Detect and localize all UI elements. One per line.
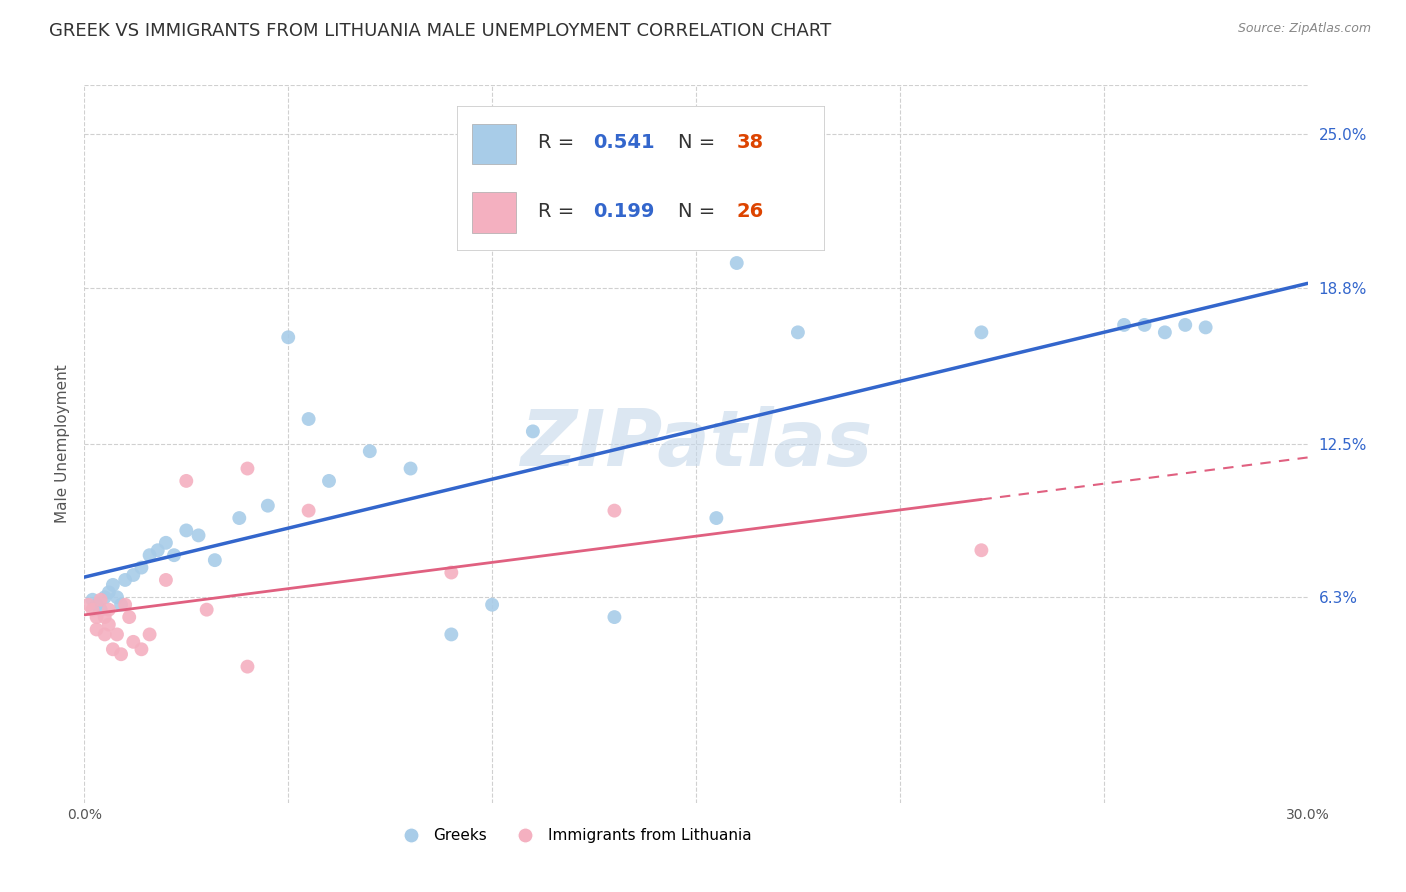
Point (440, 566, 463, 580)
Point (970, 543, 993, 558)
Legend: Greeks, Immigrants from Lithuania: Greeks, Immigrants from Lithuania (389, 822, 758, 849)
Text: Source: ZipAtlas.com: Source: ZipAtlas.com (1237, 22, 1371, 36)
Point (86, 610, 108, 624)
Point (77, 598, 100, 612)
Point (174, 524, 197, 538)
Point (101, 578, 124, 592)
Point (90, 592, 112, 607)
Point (138, 627, 160, 641)
Point (93, 627, 115, 641)
Point (318, 474, 340, 488)
Point (163, 548, 186, 562)
Point (97, 585, 120, 599)
Point (481, 598, 503, 612)
Point (155, 573, 177, 587)
Point (82, 602, 104, 616)
Point (1174, 318, 1197, 332)
Point (1133, 318, 1156, 332)
Point (1114, 318, 1136, 332)
Point (440, 627, 463, 641)
Point (603, 503, 626, 517)
Point (204, 553, 226, 567)
Point (118, 610, 141, 624)
Point (101, 642, 124, 657)
Point (195, 602, 218, 616)
Point (110, 598, 132, 612)
Point (110, 647, 132, 661)
Point (86, 598, 108, 612)
Point (105, 627, 128, 641)
Point (105, 591, 128, 605)
Point (93, 591, 115, 605)
Point (174, 474, 197, 488)
Point (236, 461, 259, 475)
Point (90, 602, 112, 616)
Point (522, 425, 544, 439)
Point (122, 635, 145, 649)
Point (787, 326, 810, 340)
Point (298, 503, 321, 517)
Point (187, 528, 209, 542)
Point (1154, 326, 1177, 340)
Point (82, 592, 104, 607)
Point (725, 256, 748, 270)
Point (131, 560, 153, 574)
Point (603, 610, 626, 624)
Point (97, 602, 120, 616)
Point (114, 598, 136, 612)
Point (228, 511, 250, 525)
Point (298, 412, 321, 426)
Point (122, 568, 145, 582)
Point (359, 444, 381, 458)
Point (138, 548, 160, 562)
Text: GREEK VS IMMIGRANTS FROM LITHUANIA MALE UNEMPLOYMENT CORRELATION CHART: GREEK VS IMMIGRANTS FROM LITHUANIA MALE … (49, 22, 831, 40)
Point (399, 461, 422, 475)
Point (277, 330, 299, 344)
Point (86, 623, 108, 637)
Point (970, 326, 993, 340)
Point (155, 536, 177, 550)
Point (97, 617, 120, 632)
Point (93, 610, 115, 624)
Point (257, 499, 280, 513)
Y-axis label: Male Unemployment: Male Unemployment (55, 365, 70, 523)
Point (706, 511, 728, 525)
Point (131, 642, 153, 657)
Text: ZIPatlas: ZIPatlas (520, 406, 872, 482)
Point (236, 659, 259, 673)
Point (146, 543, 169, 558)
Point (1195, 320, 1218, 334)
Point (114, 573, 136, 587)
